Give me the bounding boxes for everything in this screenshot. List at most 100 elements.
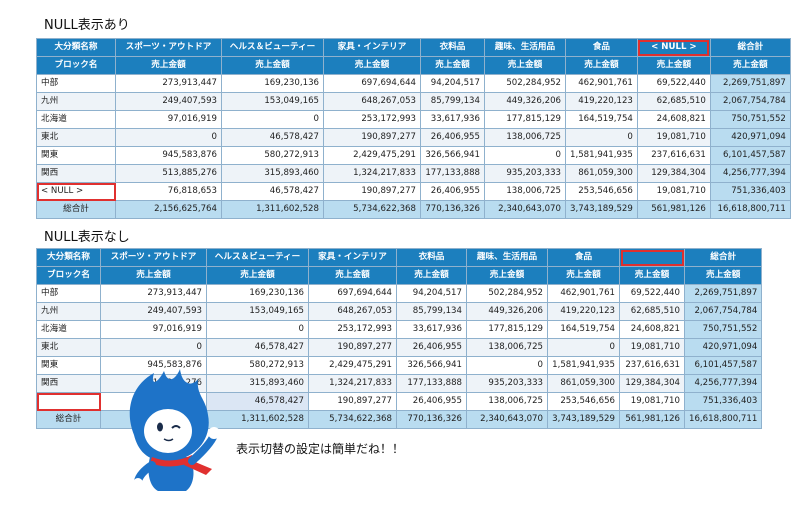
table-cell: 164,519,754 <box>565 110 638 129</box>
column-header-category[interactable]: 衣料品 <box>396 248 467 267</box>
column-header-null[interactable]: < NULL > <box>636 38 711 57</box>
table-cell: 253,546,656 <box>565 182 638 201</box>
column-header-total: 総合計 <box>709 38 791 57</box>
column-header-category[interactable]: ヘルス＆ビューティー <box>206 248 309 267</box>
table-cell: 419,220,123 <box>565 92 638 111</box>
table-cell: 6,101,457,587 <box>683 356 763 375</box>
row-header-block[interactable]: < NULL > <box>36 182 116 201</box>
table-cell: 2,429,475,291 <box>308 356 397 375</box>
table-cell: 419,220,123 <box>547 302 620 321</box>
table-cell: 449,326,206 <box>484 92 566 111</box>
row-header-total: 総合計 <box>36 410 101 429</box>
table-cell: 153,049,165 <box>221 92 324 111</box>
measure-header: 売上金額 <box>565 56 638 75</box>
table-cell: 97,016,919 <box>100 320 207 339</box>
table-cell: 249,407,593 <box>115 92 222 111</box>
table-cell: 502,284,952 <box>466 284 548 303</box>
row-header-block[interactable]: 北海道 <box>36 110 116 129</box>
column-header-category[interactable]: スポーツ・アウトドア <box>115 38 222 57</box>
table-cell: 129,384,304 <box>619 374 685 393</box>
column-header-category[interactable]: 家具・インテリア <box>308 248 397 267</box>
measure-header: 売上金額 <box>636 56 711 75</box>
corner-header-category: 大分類名称 <box>36 248 101 267</box>
measure-header: 売上金額 <box>547 266 620 285</box>
table-cell: 0 <box>221 110 324 129</box>
table-cell: 46,578,427 <box>221 182 324 201</box>
table-row: 九州 249,407,593 153,049,165 648,267,053 85,79… <box>36 302 763 321</box>
measure-header: 売上金額 <box>420 56 485 75</box>
column-header-category[interactable]: ヘルス＆ビューティー <box>221 38 324 57</box>
column-header-category[interactable]: 趣味、生活用品 <box>466 248 548 267</box>
row-header-block[interactable]: 東北 <box>36 338 101 357</box>
table-cell: 648,267,053 <box>308 302 397 321</box>
column-header-category[interactable]: スポーツ・アウトドア <box>100 248 207 267</box>
table-cell: 4,256,777,394 <box>709 164 791 183</box>
table-cell: 62,685,510 <box>619 302 685 321</box>
row-header-block[interactable]: 関西 <box>36 164 116 183</box>
table-cell: 6,101,457,587 <box>709 146 791 165</box>
table-cell: 19,081,710 <box>636 128 711 147</box>
table-cell: 69,522,440 <box>619 284 685 303</box>
row-header-block[interactable]: 関東 <box>36 356 101 375</box>
measure-header: 売上金額 <box>323 56 421 75</box>
table-cell: 502,284,952 <box>484 74 566 93</box>
column-header-category[interactable]: 家具・インテリア <box>323 38 421 57</box>
total-cell: 1,311,602,528 <box>221 200 324 219</box>
total-cell: 3,743,189,529 <box>565 200 638 219</box>
table-cell: 751,336,403 <box>709 182 791 201</box>
mascot-speech-caption: 表示切替の設定は簡単だね！！ <box>236 442 405 456</box>
pivot-table-null-shown: 大分類名称 スポーツ・アウトドア ヘルス＆ビューティー 家具・インテリア 衣料品… <box>36 38 791 219</box>
table-row: 中部 273,913,447 169,230,136 697,694,644 94,20… <box>36 74 791 93</box>
column-header-null-blank[interactable] <box>619 248 685 267</box>
table-cell: 26,406,955 <box>396 392 467 411</box>
table-cell: 24,608,821 <box>636 110 711 129</box>
row-header-block[interactable]: 中部 <box>36 74 116 93</box>
table-cell: 751,336,403 <box>683 392 763 411</box>
row-header-block[interactable]: 関西 <box>36 374 101 393</box>
measure-header: 売上金額 <box>484 56 566 75</box>
measure-header: 売上金額 <box>100 266 207 285</box>
row-header-block[interactable]: 中部 <box>36 284 101 303</box>
table-cell: 253,172,993 <box>308 320 397 339</box>
table-row: < NULL >76,818,653 46,578,427 190,897,277 2… <box>36 182 791 201</box>
table-cell: 2,269,751,897 <box>683 284 763 303</box>
table-row: 東北 0 46,578,427 190,897,277 26,406,955 138,00… <box>36 128 791 147</box>
column-header-category[interactable]: 衣料品 <box>420 38 485 57</box>
table-row: 九州 249,407,593 153,049,165 648,267,053 85,79… <box>36 92 791 111</box>
table-cell: 249,407,593 <box>100 302 207 321</box>
table-cell: 138,006,725 <box>484 182 566 201</box>
table-cell: 46,578,427 <box>206 338 309 357</box>
measure-header: 売上金額 <box>683 266 763 285</box>
table-cell: 129,384,304 <box>636 164 711 183</box>
row-header-block[interactable]: 関東 <box>36 146 116 165</box>
row-header-block[interactable]: 東北 <box>36 128 116 147</box>
table-cell: 2,429,475,291 <box>323 146 421 165</box>
mascot-illustration <box>129 369 220 491</box>
table-cell: 935,203,333 <box>484 164 566 183</box>
corner-header-block: ブロック名 <box>36 56 116 75</box>
corner-header-category: 大分類名称 <box>36 38 116 57</box>
table-cell: 253,172,993 <box>323 110 421 129</box>
table-cell: 164,519,754 <box>547 320 620 339</box>
column-header-category[interactable]: 食品 <box>565 38 638 57</box>
row-header-block[interactable]: 九州 <box>36 92 116 111</box>
table-cell: 462,901,761 <box>565 74 638 93</box>
row-header-block[interactable] <box>36 392 101 411</box>
pivot-table-null-hidden: 大分類名称 スポーツ・アウトドア ヘルス＆ビューティー 家具・インテリア 衣料品… <box>36 248 763 429</box>
table-cell: 62,685,510 <box>636 92 711 111</box>
table-cell: 69,522,440 <box>636 74 711 93</box>
total-cell: 5,734,622,368 <box>323 200 421 219</box>
column-header-category[interactable]: 食品 <box>547 248 620 267</box>
table-cell: 273,913,447 <box>115 74 222 93</box>
row-header-block[interactable]: 九州 <box>36 302 101 321</box>
row-header-block[interactable]: 北海道 <box>36 320 101 339</box>
table-cell: 169,230,136 <box>206 284 309 303</box>
table-cell: 138,006,725 <box>466 392 548 411</box>
column-header-category[interactable]: 趣味、生活用品 <box>484 38 566 57</box>
table-cell: 462,901,761 <box>547 284 620 303</box>
measure-header: 売上金額 <box>115 56 222 75</box>
table-cell: 177,815,129 <box>484 110 566 129</box>
row-header-total: 総合計 <box>36 200 116 219</box>
table-row: 東北 0 46,578,427 190,897,277 26,406,955 138,00… <box>36 338 763 357</box>
